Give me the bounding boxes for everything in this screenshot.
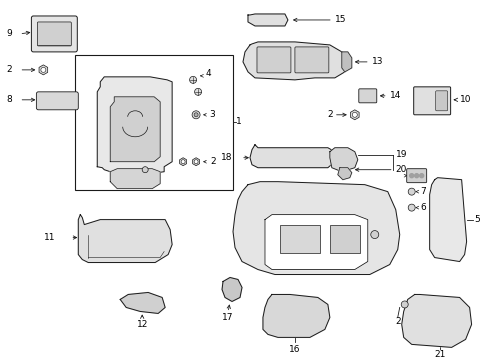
Text: 15: 15 <box>334 15 346 24</box>
Bar <box>279 225 319 253</box>
Text: 2: 2 <box>394 317 400 326</box>
Text: 2: 2 <box>210 157 215 166</box>
Polygon shape <box>97 77 172 177</box>
FancyBboxPatch shape <box>358 89 376 103</box>
Text: 16: 16 <box>288 345 300 354</box>
Polygon shape <box>429 178 466 261</box>
Circle shape <box>370 231 378 239</box>
Text: 19: 19 <box>395 150 407 159</box>
Text: 2: 2 <box>326 110 332 119</box>
Text: 13: 13 <box>371 57 383 66</box>
Circle shape <box>409 174 413 178</box>
Polygon shape <box>78 215 172 262</box>
FancyBboxPatch shape <box>37 22 71 46</box>
Text: 12: 12 <box>136 320 147 329</box>
Circle shape <box>414 174 418 178</box>
Circle shape <box>407 204 414 211</box>
Polygon shape <box>222 278 242 301</box>
Text: 21: 21 <box>433 350 445 359</box>
Polygon shape <box>337 168 351 180</box>
FancyBboxPatch shape <box>31 16 77 52</box>
Text: 5: 5 <box>474 215 479 224</box>
FancyBboxPatch shape <box>294 47 328 73</box>
Bar <box>75 55 233 190</box>
FancyBboxPatch shape <box>413 87 450 115</box>
Circle shape <box>419 174 423 178</box>
Polygon shape <box>263 294 329 337</box>
Circle shape <box>407 188 414 195</box>
Polygon shape <box>249 145 334 168</box>
Polygon shape <box>264 215 367 270</box>
Text: 2: 2 <box>7 66 12 75</box>
Polygon shape <box>243 42 347 80</box>
FancyBboxPatch shape <box>257 47 290 73</box>
Text: 4: 4 <box>204 69 210 78</box>
Polygon shape <box>110 169 160 189</box>
Text: 11: 11 <box>44 233 55 242</box>
Bar <box>329 225 359 253</box>
Circle shape <box>41 67 46 72</box>
Text: 3: 3 <box>209 110 214 119</box>
Circle shape <box>194 160 198 164</box>
FancyBboxPatch shape <box>406 169 426 183</box>
Text: 9: 9 <box>7 30 12 39</box>
Circle shape <box>142 167 148 173</box>
Text: 7: 7 <box>420 187 426 196</box>
Circle shape <box>181 160 185 164</box>
Circle shape <box>194 88 201 95</box>
FancyBboxPatch shape <box>435 91 447 111</box>
Text: 8: 8 <box>7 95 12 104</box>
Text: 1: 1 <box>236 117 241 126</box>
Circle shape <box>351 112 357 117</box>
Circle shape <box>192 111 200 119</box>
Polygon shape <box>120 292 165 314</box>
Text: 14: 14 <box>389 91 400 100</box>
FancyBboxPatch shape <box>36 92 78 110</box>
Text: 18: 18 <box>220 153 231 162</box>
Text: 6: 6 <box>420 203 426 212</box>
Polygon shape <box>329 148 357 172</box>
Circle shape <box>400 301 407 308</box>
Circle shape <box>194 113 198 117</box>
Polygon shape <box>401 294 470 347</box>
Polygon shape <box>233 182 399 275</box>
Polygon shape <box>110 97 160 162</box>
Polygon shape <box>247 14 287 26</box>
Text: 17: 17 <box>222 313 233 322</box>
Polygon shape <box>341 52 351 72</box>
Text: 10: 10 <box>459 95 470 104</box>
Circle shape <box>189 76 196 84</box>
Text: 20: 20 <box>395 165 407 174</box>
